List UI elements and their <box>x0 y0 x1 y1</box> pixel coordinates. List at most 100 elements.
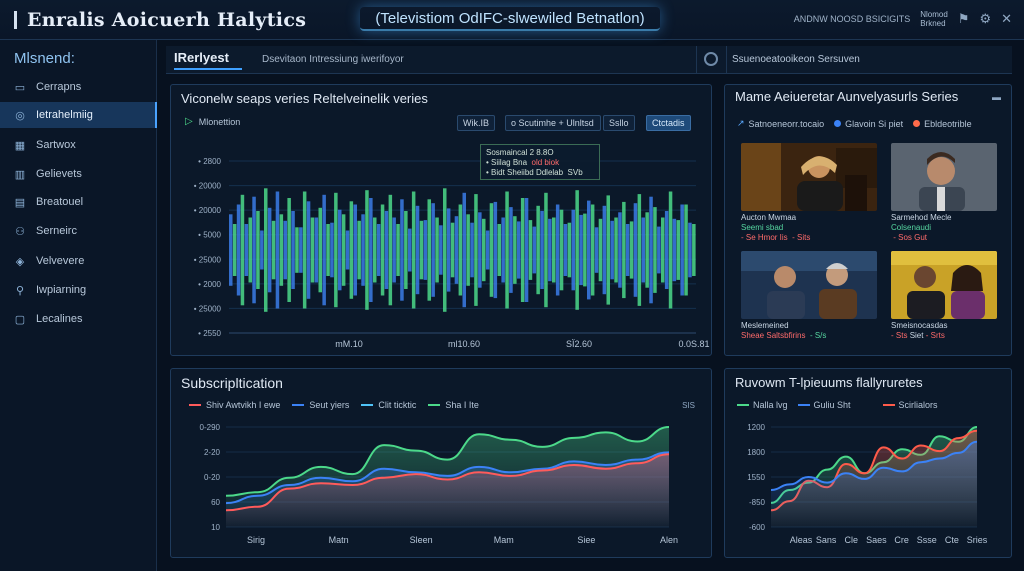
bar <box>470 222 474 278</box>
thumbnail-meta: - Sts <box>891 331 908 340</box>
bar <box>688 222 692 278</box>
bar <box>672 218 677 282</box>
thumbnail-title: Aucton Mwmaa <box>741 213 797 222</box>
menu-icon[interactable]: ▬ <box>992 92 1001 102</box>
bar <box>279 214 284 286</box>
top-right-area: ANDNW NOOSD BSICIGITS Nlomod Brkned ⚑ ⚙ … <box>794 10 1012 28</box>
thumbnail-title: Sarmehod Mecle <box>891 213 952 222</box>
series-legend: ↗ Satnoeneorr.tocaio Glavoin Si piet Ebld… <box>737 118 972 129</box>
bar <box>271 220 276 280</box>
x-tick-label: Mam <box>494 535 514 545</box>
bar <box>629 221 634 279</box>
divider <box>696 46 697 74</box>
bar <box>664 211 669 289</box>
tab-right-text[interactable]: Ssuenoeatooikeon Sersuven <box>732 54 860 65</box>
thumbnail-meta: - Sits <box>792 233 811 242</box>
series-thumbnail[interactable] <box>891 143 997 211</box>
legend-label: Mlonettion <box>198 116 241 127</box>
y-tick-label: • 20000 <box>194 182 222 191</box>
bar <box>404 211 408 289</box>
thumbnail-image <box>891 251 997 319</box>
tab-active[interactable]: IRerlyest <box>174 50 242 70</box>
sidebar-item-7[interactable]: ⚲ Iwpiarning <box>0 277 157 303</box>
sub-legend: Shiv Awtvikh I ewe Seut yiers Clit tickt… <box>189 400 479 410</box>
legend-item: ↗ Satnoeneorr.tocaio <box>737 118 824 129</box>
user-block[interactable]: Nlomod Brkned <box>920 10 948 28</box>
series-thumbnail[interactable] <box>741 251 877 319</box>
y-tick-label: -600 <box>749 523 766 532</box>
bar <box>579 214 583 286</box>
bar <box>310 217 315 283</box>
bar <box>248 217 252 283</box>
legend-item: Glavoin Si piet <box>834 119 903 129</box>
sidebar-item-1[interactable]: ◎ Ietrahelmiig <box>0 102 157 128</box>
legend-swatch <box>292 404 305 406</box>
bar <box>684 204 688 296</box>
legend-label: Clit ticktic <box>378 400 417 410</box>
bar <box>396 224 400 276</box>
filter-chip[interactable]: Wik.IB <box>457 115 495 131</box>
bar <box>400 199 404 301</box>
legend-label: Satnoeneorr.tocaio <box>748 118 825 129</box>
legend-label: Glavoin Si piet <box>845 118 904 129</box>
filter-dropdown[interactable]: o Scutimhe + Ulnltsd <box>505 115 601 131</box>
viewership-panel: Viconelw seaps veries Reltelveinelik ver… <box>170 84 712 356</box>
thumbnail-subtitle: Seemi sbad <box>741 223 784 232</box>
legend-swatch <box>361 404 374 406</box>
bar <box>544 192 548 308</box>
apply-button[interactable]: Ctctadis <box>646 115 691 131</box>
legend-item: Shiv Awtvikh I ewe <box>189 400 280 410</box>
corner-label: SIS <box>682 401 695 410</box>
legend-dot <box>834 120 842 127</box>
bar <box>649 196 653 304</box>
bar <box>661 217 665 283</box>
bar <box>361 214 365 286</box>
sidebar-item-0[interactable]: ▭ Cerrapns <box>0 74 157 100</box>
close-icon[interactable]: ✕ <box>1001 11 1012 26</box>
thumbnail-meta: - Sos Gut <box>893 233 928 242</box>
sidebar-item-8[interactable]: ▢ Lecalines <box>0 306 157 332</box>
refresh-icon[interactable] <box>704 52 718 66</box>
tab-bar: IRerlyest Dsevitaon Intressiung iwerifoy… <box>166 46 1012 74</box>
thumbnail-caption: Aucton Mwmaa Seemi sbad - Se Hmor Iis - … <box>741 213 810 243</box>
subscription-panel: Subscripltication Shiv Awtvikh I ewe Seu… <box>170 368 712 558</box>
legend-swatch <box>882 404 895 406</box>
sidebar-item-4[interactable]: ▤ Breatouel <box>0 189 157 215</box>
bar <box>376 224 381 276</box>
sidebar-heading: Mlsnend: <box>14 50 75 67</box>
sidebar-item-2[interactable]: ▦ Sartwox <box>0 132 157 158</box>
bar <box>676 220 680 280</box>
sidebar-item-label: Iwpiarning <box>36 284 87 296</box>
bar <box>365 190 369 310</box>
notification-icon[interactable]: ⚑ <box>957 11 970 26</box>
bar <box>610 220 614 280</box>
series-thumbnail[interactable] <box>891 251 997 319</box>
sidebar-item-5[interactable]: ⚇ Serneirc <box>0 218 157 244</box>
bar <box>458 204 463 296</box>
monitor-icon: ▭ <box>14 81 26 94</box>
bar <box>497 224 501 276</box>
filter-chip[interactable]: Ssllo <box>603 115 635 131</box>
thumbnail-title: Meslemeined <box>741 321 789 330</box>
panel-title: Mame Aeiueretar Aunvelyasurls Series <box>735 89 959 104</box>
x-tick-label: Cle <box>845 535 859 545</box>
sidebar-item-3[interactable]: ▥ Gelievets <box>0 161 157 187</box>
sidebar-item-6[interactable]: ◈ Velvevere <box>0 248 157 274</box>
bar <box>482 218 486 282</box>
bar <box>411 191 416 309</box>
tooltip-line: • Bidt Sheiibd Ddlelab <box>486 168 564 177</box>
bar <box>524 198 529 302</box>
series-thumbnail[interactable] <box>741 143 877 211</box>
bar <box>454 216 459 284</box>
tooltip-line: • Siilag Bna <box>486 158 528 167</box>
bar <box>540 211 544 289</box>
archive-icon: ▤ <box>14 196 26 209</box>
area-fill <box>226 454 669 527</box>
bar <box>295 227 299 273</box>
sidebar: Mlsnend: ▭ Cerrapns ◎ Ietrahelmiig ▦ Sar… <box>0 40 157 571</box>
bar <box>450 222 455 278</box>
settings-icon[interactable]: ⚙ <box>979 11 992 26</box>
bar <box>563 224 568 276</box>
bar <box>614 217 618 283</box>
x-tick-label: Saes <box>866 535 887 545</box>
